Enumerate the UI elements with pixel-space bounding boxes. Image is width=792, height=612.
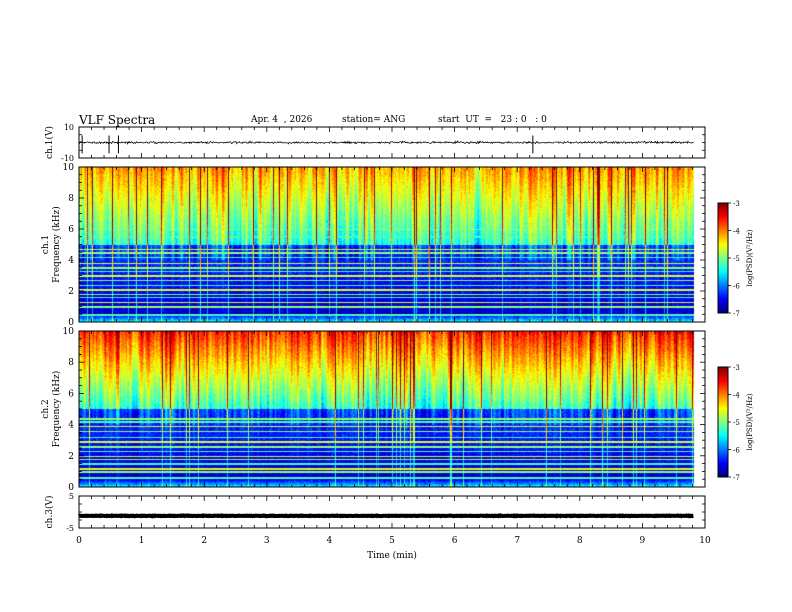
x-tick-label: 0 bbox=[76, 536, 82, 546]
ch1-spectrogram-ytick-label: 10 bbox=[63, 163, 75, 173]
x-tick-label: 6 bbox=[452, 536, 458, 546]
x-tick-label: 8 bbox=[577, 536, 583, 546]
ch2-colorbar-tick-label: -5 bbox=[733, 419, 740, 427]
ch1-ytick-label: 10 bbox=[64, 123, 74, 132]
ch2-spectrogram-ytick-label: 4 bbox=[68, 421, 74, 431]
ch1-spectrogram-ytick-label: 8 bbox=[68, 194, 74, 204]
ch1-ylabel: ch.1(V) bbox=[44, 126, 55, 159]
ch3-trace bbox=[77, 512, 694, 519]
ch1-colorbar-tick-label: -4 bbox=[733, 228, 740, 236]
ch1-channel-label: ch.1 bbox=[41, 235, 51, 254]
ch2-colorbar-tick-label: -7 bbox=[733, 474, 740, 482]
x-tick-label: 4 bbox=[327, 536, 333, 546]
ch1-spectrogram-ytick-label: 0 bbox=[68, 318, 74, 328]
ch1-colorbar-tick-label: -7 bbox=[733, 310, 740, 318]
ch1-colorbar-tick-label: -3 bbox=[733, 200, 740, 208]
ch2-spectrogram-ytick-label: 8 bbox=[68, 358, 74, 368]
date-label: Apr. 4 , 2026 bbox=[251, 115, 313, 125]
station-label: station= ANG bbox=[342, 115, 406, 125]
x-tick-label: 7 bbox=[514, 536, 520, 546]
ch3-ytick-label: -5 bbox=[66, 524, 74, 533]
ch1-trace bbox=[78, 140, 694, 146]
ch1-colorbar-gradient bbox=[718, 203, 728, 313]
ch2-spectrogram-ytick-label: 10 bbox=[63, 327, 75, 337]
ch2-colorbar-label: log(PSD)(V²/Hz) bbox=[746, 393, 754, 450]
ch1-colorbar-tick-label: -6 bbox=[733, 283, 740, 291]
x-tick-label: 1 bbox=[139, 536, 145, 546]
x-axis-label: Time (min) bbox=[367, 550, 417, 561]
ch2-spectrogram-ytick-label: 2 bbox=[68, 452, 74, 462]
ch1-spectrogram-image bbox=[79, 167, 705, 322]
ch2-colorbar-tick-label: -3 bbox=[733, 364, 740, 372]
ch2-colorbar-gradient bbox=[718, 367, 728, 477]
ch2-colorbar-tick-label: -6 bbox=[733, 447, 740, 455]
ch2-channel-label: ch.2 bbox=[41, 399, 51, 418]
x-tick-label: 3 bbox=[264, 536, 270, 546]
start-time-label: start UT = 23 : 0 : 0 bbox=[438, 115, 547, 125]
ch1-spectrogram-ytick-label: 6 bbox=[68, 225, 74, 235]
x-tick-label: 5 bbox=[389, 536, 395, 546]
ch2-ylabel: Frequency (kHz) bbox=[51, 371, 62, 448]
ch3-ylabel: ch.3(V) bbox=[44, 496, 55, 529]
x-tick-label: 2 bbox=[201, 536, 207, 546]
ch1-spectrogram-ytick-label: 4 bbox=[68, 256, 74, 266]
ch1-colorbar-label: log(PSD)(V²/Hz) bbox=[746, 229, 754, 286]
ch2-spectrogram-image bbox=[79, 331, 705, 487]
ch2-spectrogram-ytick-label: 0 bbox=[68, 483, 74, 493]
ch3-ytick-label: 5 bbox=[69, 492, 74, 501]
ch1-spectrogram-ytick-label: 2 bbox=[68, 287, 74, 297]
ch1-colorbar-tick-label: -5 bbox=[733, 255, 740, 263]
ch2-spectrogram-ytick-label: 6 bbox=[68, 389, 74, 399]
ch2-colorbar-tick-label: -4 bbox=[733, 392, 740, 400]
ch1-ytick-label: -10 bbox=[61, 154, 74, 163]
figure-title: VLF Spectra bbox=[79, 113, 156, 127]
ch1-ylabel: Frequency (kHz) bbox=[51, 206, 62, 283]
x-tick-label: 10 bbox=[699, 536, 711, 546]
x-tick-label: 9 bbox=[640, 536, 646, 546]
